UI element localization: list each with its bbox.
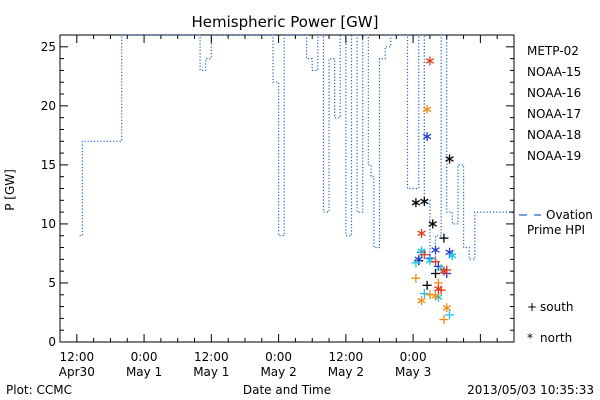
- noaa-18-south-point-0: [411, 273, 421, 283]
- noaa-19-south-point-3: [442, 265, 452, 275]
- satellite-points: [411, 56, 457, 325]
- metp-02-north-point-3: [445, 154, 454, 164]
- noaa-18-north-point-1: [422, 104, 432, 114]
- legend-entry-noaa-16: NOAA-16: [527, 86, 581, 100]
- noaa-19-south-point-1: [431, 257, 441, 267]
- noaa-18-north-point-3: [442, 303, 451, 313]
- x-tick-date-0: Apr30: [59, 365, 95, 379]
- chart-title: Hemispheric Power [GW]: [192, 13, 379, 31]
- x-tick-label-3: 0:00: [265, 350, 292, 364]
- y-tick-label-10: 10: [41, 217, 56, 231]
- noaa-16-north-point-1: [425, 256, 435, 266]
- noaa-15-north-point-2: [431, 245, 440, 255]
- noaa-16-south-point-0: [411, 258, 421, 268]
- legend-ovation-label: Ovation: [546, 208, 593, 222]
- metp-02-north-point-0: [411, 198, 421, 208]
- noaa-19-north-point-1: [425, 56, 435, 66]
- ovation-hpi-line: [79, 34, 514, 260]
- noaa-18-south-point-3: [439, 315, 449, 325]
- ovation-hpi-path: [79, 34, 514, 260]
- legend-entry-metp-02: METP-02: [527, 44, 579, 58]
- metp-02-south-point-1: [422, 280, 432, 290]
- legend: Ovation Prime HPI + south * north METP-0…: [519, 44, 593, 345]
- noaa-18-north-point-0: [417, 296, 426, 306]
- noaa-15-north-point-1: [422, 132, 432, 142]
- legend-south-label: south: [540, 300, 574, 314]
- x-tick-date-4: May 2: [328, 365, 364, 379]
- y-axis: 0 5 10 15 20 25: [41, 40, 514, 349]
- noaa-19-south-point-2: [436, 285, 446, 295]
- metp-02-north-point-2: [428, 219, 437, 229]
- legend-entry-noaa-15: NOAA-15: [527, 65, 581, 79]
- plot-credit: Plot: CCMC: [6, 383, 72, 397]
- plot-frame: [59, 34, 515, 343]
- x-tick-label-0: 12:00: [60, 350, 95, 364]
- noaa-19-south-point-0: [419, 250, 429, 260]
- noaa-18-south-point-1: [425, 290, 435, 300]
- x-tick-date-5: May 3: [395, 365, 431, 379]
- metp-02-north-point-1: [420, 196, 429, 206]
- y-tick-label-15: 15: [41, 158, 56, 172]
- legend-ovation-label-2: Prime HPI: [527, 223, 585, 237]
- legend-north-label: north: [540, 331, 572, 345]
- x-tick-date-2: May 1: [193, 365, 229, 379]
- x-tick-label-4: 12:00: [329, 350, 364, 364]
- noaa-16-south-point-1: [419, 289, 429, 299]
- x-tick-date-1: May 1: [126, 365, 162, 379]
- y-axis-label: P [GW]: [3, 169, 17, 211]
- metp-02-south-point-2: [431, 269, 441, 279]
- noaa-16-south-point-3: [445, 310, 455, 320]
- x-tick-date-3: May 2: [260, 365, 296, 379]
- y-tick-label-0: 0: [48, 335, 56, 349]
- legend-south-symbol: +: [527, 300, 537, 314]
- y-tick-label-25: 25: [41, 40, 56, 54]
- legend-entry-noaa-19: NOAA-19: [527, 149, 581, 163]
- y-tick-label-20: 20: [41, 99, 56, 113]
- noaa-16-north-point-3: [448, 251, 457, 261]
- metp-02-south-point-3: [439, 233, 449, 243]
- y-tick-label-5: 5: [48, 276, 56, 290]
- plot-timestamp: 2013/05/03 10:35:33: [467, 383, 594, 397]
- legend-entry-noaa-18: NOAA-18: [527, 128, 581, 142]
- noaa-19-north-point-0: [417, 228, 426, 238]
- x-axis-label: Date and Time: [243, 383, 331, 397]
- x-tick-label-2: 12:00: [194, 350, 229, 364]
- x-tick-label-1: 0:00: [131, 350, 158, 364]
- x-tick-label-5: 0:00: [400, 350, 427, 364]
- legend-entry-noaa-17: NOAA-17: [527, 107, 581, 121]
- legend-north-symbol: *: [527, 331, 533, 345]
